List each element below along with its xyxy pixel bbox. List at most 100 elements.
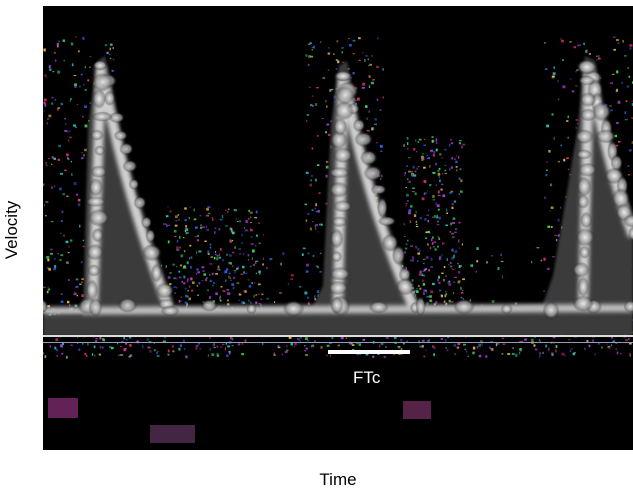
noise-speck: [167, 353, 170, 356]
noise-speck: [355, 99, 357, 101]
noise-speck: [128, 355, 131, 358]
noise-speck: [445, 347, 447, 349]
noise-speck: [400, 352, 403, 356]
noise-speck: [250, 265, 252, 268]
trace-blob: [88, 297, 103, 317]
noise-speck: [227, 299, 229, 302]
noise-speck: [598, 342, 600, 345]
noise-speck: [184, 230, 187, 233]
noise-speck: [491, 255, 494, 257]
noise-speck: [453, 344, 457, 347]
noise-speck: [45, 165, 48, 167]
noise-speck: [244, 339, 247, 342]
noise-speck: [304, 350, 307, 352]
noise-speck: [352, 53, 355, 55]
noise-speck: [216, 255, 218, 257]
noise-speck: [419, 270, 422, 274]
noise-speck: [241, 342, 244, 345]
trace-blob: [542, 301, 560, 320]
noise-speck: [418, 138, 422, 141]
noise-speck: [274, 301, 276, 303]
noise-speck: [629, 47, 632, 50]
noise-speck: [232, 286, 235, 290]
noise-speck: [255, 261, 257, 264]
noise-speck: [426, 295, 429, 298]
noise-speck: [231, 239, 234, 242]
noise-speck: [111, 346, 114, 350]
noise-speck: [254, 217, 258, 219]
noise-speck: [365, 55, 368, 57]
noise-speck: [347, 38, 350, 40]
noise-speck: [610, 335, 613, 339]
noise-speck: [188, 217, 191, 220]
noise-speck: [194, 235, 198, 238]
noise-speck: [74, 85, 77, 88]
noise-speck: [206, 229, 210, 231]
noise-speck: [218, 228, 221, 231]
noise-speck: [173, 286, 177, 288]
noise-speck: [348, 341, 352, 345]
noise-speck: [325, 174, 328, 178]
noise-speck: [424, 268, 428, 270]
noise-speck: [408, 211, 411, 215]
noise-speck: [195, 347, 198, 350]
noise-speck: [197, 234, 199, 237]
noise-speck: [43, 183, 45, 186]
noise-speck: [45, 201, 49, 203]
noise-speck: [254, 245, 257, 247]
trace-blob: [145, 228, 156, 244]
noise-speck: [454, 231, 457, 233]
noise-speck: [286, 349, 289, 352]
noise-speck: [165, 265, 167, 268]
trace-blob: [43, 298, 48, 314]
noise-speck: [229, 239, 232, 242]
noise-speck: [427, 157, 430, 160]
noise-speck: [250, 301, 252, 304]
noise-speck: [415, 210, 417, 214]
noise-speck: [491, 348, 494, 352]
noise-speck: [406, 193, 409, 197]
noise-speck: [161, 264, 163, 267]
noise-speck: [315, 224, 318, 227]
noise-speck: [315, 265, 319, 267]
noise-speck: [69, 99, 71, 102]
noise-speck: [403, 223, 405, 226]
noise-speck: [419, 217, 423, 220]
noise-speck: [58, 40, 60, 43]
noise-speck: [421, 155, 424, 159]
noise-speck: [435, 184, 437, 186]
noise-speck: [455, 166, 458, 168]
noise-speck: [75, 285, 79, 288]
noise-speck: [197, 239, 199, 242]
noise-speck: [452, 268, 455, 270]
noise-speck: [442, 242, 445, 245]
noise-speck: [70, 239, 73, 242]
noise-speck: [200, 226, 203, 229]
noise-speck: [315, 210, 319, 213]
noise-speck: [453, 200, 457, 203]
noise-speck: [76, 295, 78, 297]
noise-speck: [317, 210, 320, 213]
noise-speck: [368, 110, 370, 113]
noise-speck: [69, 304, 71, 307]
noise-speck: [248, 209, 250, 212]
noise-speck: [555, 349, 557, 353]
noise-speck: [230, 336, 233, 340]
noise-speck: [226, 268, 229, 271]
noise-speck: [428, 209, 430, 212]
noise-speck: [371, 81, 374, 85]
noise-speck: [628, 75, 631, 78]
noise-speck: [212, 344, 216, 346]
noise-speck: [248, 217, 250, 220]
noise-speck: [405, 203, 408, 205]
trace-blob: [610, 154, 623, 172]
noise-speck: [51, 221, 54, 223]
noise-speck: [466, 350, 468, 353]
noise-speck: [210, 256, 213, 258]
trace-blob: [395, 277, 416, 296]
noise-speck: [489, 346, 491, 350]
noise-speck: [224, 270, 228, 274]
noise-speck: [75, 36, 77, 38]
noise-speck: [379, 344, 381, 348]
noise-speck: [316, 266, 320, 269]
